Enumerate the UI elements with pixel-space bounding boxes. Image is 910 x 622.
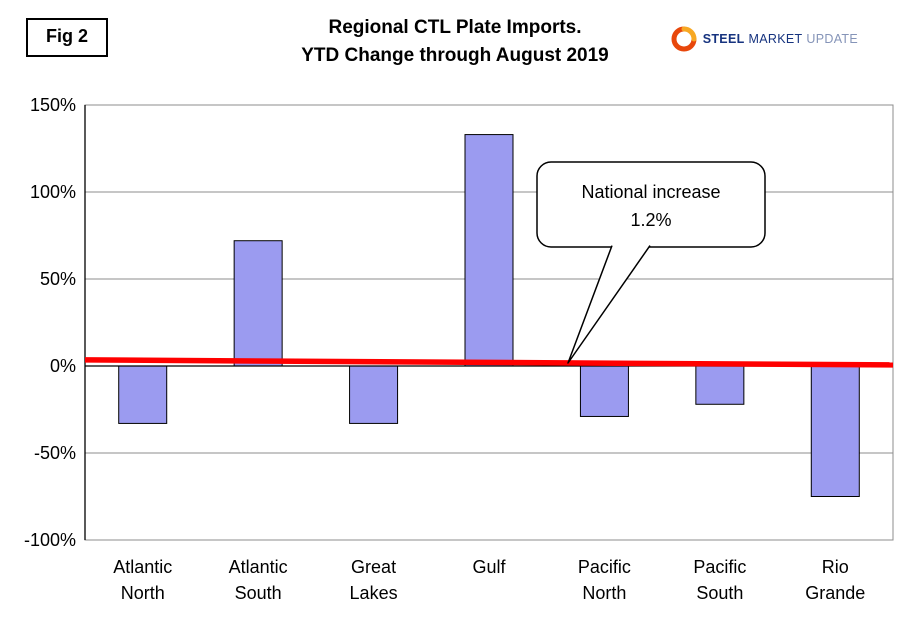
smu-logo-word-steel: STEEL — [702, 32, 745, 46]
smu-logo-word-update: UPDATE — [806, 32, 858, 46]
x-category-label-great-lakes: Lakes — [350, 583, 398, 603]
chart-title-line1: Regional CTL Plate Imports. — [328, 17, 582, 38]
x-category-label-gulf: Gulf — [472, 557, 506, 577]
figure-label: Fig 2 — [26, 18, 109, 57]
smu-logo-icon — [671, 26, 697, 52]
y-tick-label: 150% — [30, 95, 76, 115]
y-tick-label: 50% — [40, 269, 76, 289]
x-category-label-atlantic-north: Atlantic — [113, 557, 172, 577]
bar-great-lakes — [349, 365, 399, 424]
y-tick-label: -100% — [24, 530, 76, 550]
chart-title: Regional CTL Plate Imports. YTD Change t… — [150, 14, 760, 69]
x-category-label-pacific-north: Pacific — [578, 557, 631, 577]
bar-atlantic-south — [233, 240, 283, 367]
x-category-label-atlantic-north: North — [121, 583, 165, 603]
callout-text-line2: 1.2% — [630, 210, 671, 230]
callout-text-line1: National increase — [581, 182, 720, 202]
bar-rio-grande — [810, 365, 860, 497]
chart-title-line2: YTD Change through August 2019 — [301, 44, 609, 66]
bar-atlantic-north — [118, 365, 168, 424]
x-category-label-atlantic-south: Atlantic — [229, 557, 288, 577]
x-category-label-pacific-south: South — [696, 583, 743, 603]
x-category-label-pacific-south: Pacific — [693, 557, 746, 577]
bar-gulf — [464, 134, 514, 367]
bar-pacific-south — [695, 365, 745, 405]
callout-bubble — [536, 161, 766, 248]
smu-logo-word-market: MARKET — [748, 32, 803, 46]
x-category-label-pacific-north: North — [582, 583, 626, 603]
national-increase-line — [84, 357, 894, 368]
y-tick-label: -50% — [34, 443, 76, 463]
smu-logo: STEEL MARKET UPDATE — [671, 26, 858, 52]
x-category-label-rio-grande: Rio — [822, 557, 849, 577]
x-category-label-rio-grande: Grande — [805, 583, 865, 603]
x-category-label-great-lakes: Great — [351, 557, 396, 577]
callout-pointer — [567, 245, 651, 364]
smu-logo-text: STEEL MARKET UPDATE — [703, 32, 858, 46]
x-category-label-atlantic-south: South — [235, 583, 282, 603]
y-tick-label: 0% — [50, 356, 76, 376]
bar-pacific-north — [579, 365, 629, 417]
y-tick-label: 100% — [30, 182, 76, 202]
